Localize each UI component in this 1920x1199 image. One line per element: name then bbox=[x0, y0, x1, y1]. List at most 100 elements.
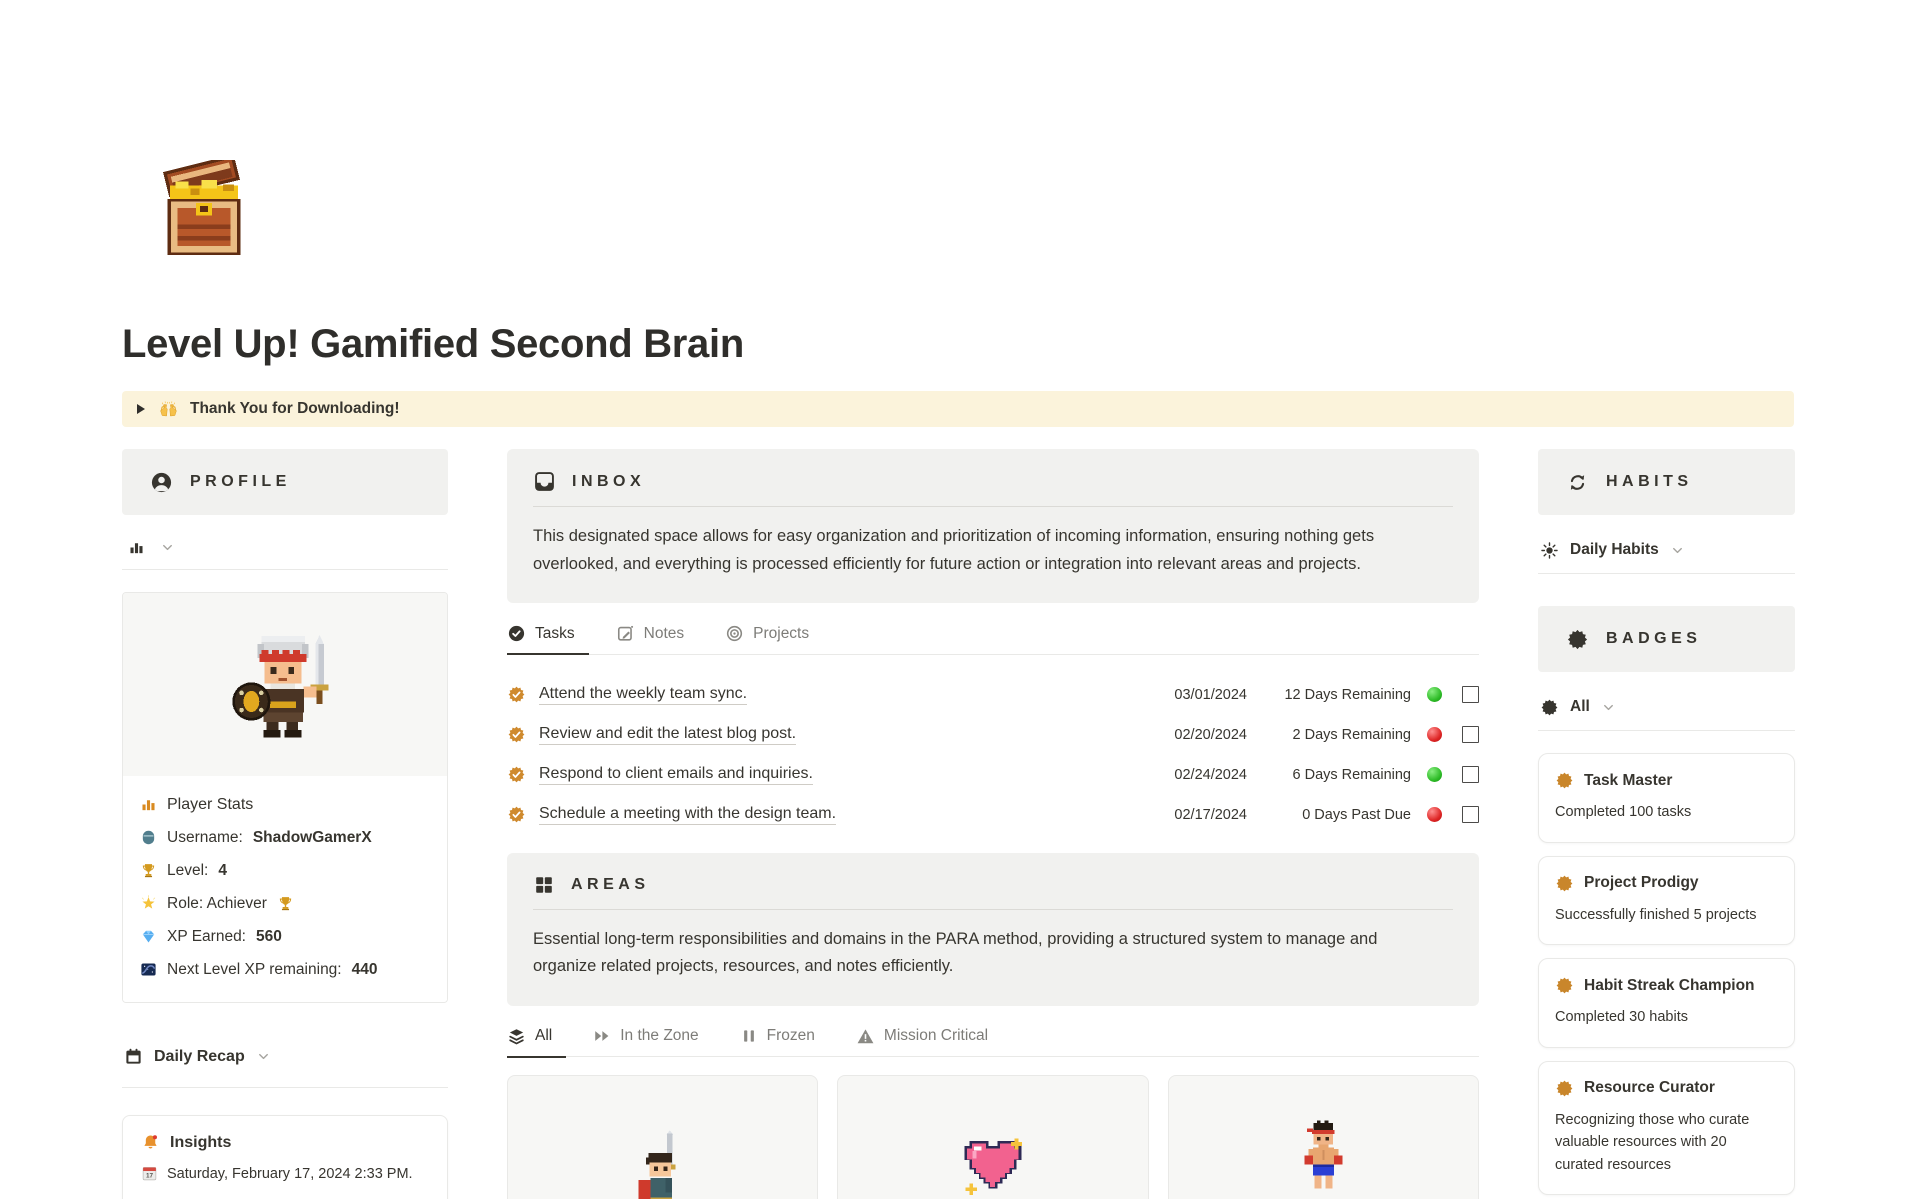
task-row: Respond to client emails and inquiries. … bbox=[507, 755, 1479, 795]
areas-section: AREAS Essential long-term responsibiliti… bbox=[507, 852, 1479, 1006]
page-icon-treasure-chest[interactable] bbox=[152, 0, 1794, 264]
pixel-heart-image bbox=[964, 1138, 1023, 1195]
tab-label: Tasks bbox=[535, 624, 575, 642]
sun-icon bbox=[1541, 541, 1558, 559]
insights-title-row: Insights bbox=[141, 1133, 429, 1152]
badges-section-header: BADGES bbox=[1538, 606, 1795, 672]
task-date: 02/24/2024 bbox=[1174, 766, 1247, 783]
status-dot bbox=[1427, 767, 1442, 782]
badge-description: Recognizing those who curate valuable re… bbox=[1555, 1111, 1750, 1173]
stat-label: Next Level XP remaining: bbox=[167, 960, 342, 978]
stat-username: Username: ShadowGamerX bbox=[140, 821, 430, 854]
tab-label: Mission Critical bbox=[883, 1027, 989, 1045]
badges-view-selector[interactable]: All bbox=[1538, 684, 1795, 730]
inbox-header: INBOX bbox=[533, 470, 1453, 507]
task-checkbox[interactable] bbox=[1462, 726, 1479, 743]
gold-seal-icon bbox=[1555, 976, 1574, 995]
glowing-star-icon bbox=[141, 895, 156, 909]
task-checkbox[interactable] bbox=[1462, 806, 1479, 823]
grid-icon bbox=[536, 876, 552, 893]
pause-icon bbox=[743, 1030, 754, 1042]
badge-card[interactable]: Habit Streak Champion Completed 30 habit… bbox=[1538, 958, 1795, 1048]
daily-recap-toggle[interactable]: Daily Recap bbox=[122, 1047, 448, 1088]
area-card-boxer[interactable] bbox=[1167, 1075, 1479, 1199]
gold-seal-icon bbox=[1555, 771, 1574, 790]
pixel-knight-avatar bbox=[232, 634, 329, 738]
tab-in-the-zone[interactable]: In the Zone bbox=[593, 1027, 712, 1057]
tab-all[interactable]: All bbox=[507, 1027, 567, 1058]
task-checkbox[interactable] bbox=[1462, 766, 1479, 783]
main-column: INBOX This designated space allows for e… bbox=[507, 449, 1479, 1199]
chevron-down-icon[interactable] bbox=[1601, 700, 1616, 715]
task-title-link[interactable]: Respond to client emails and inquiries. bbox=[539, 765, 813, 785]
task-title-link[interactable]: Attend the weekly team sync. bbox=[539, 685, 748, 705]
badge-title-row: Resource Curator bbox=[1555, 1079, 1778, 1098]
profile-view-selector[interactable] bbox=[122, 525, 448, 569]
profile-column: PROFILE bbox=[122, 449, 448, 1199]
area-card-heart[interactable] bbox=[837, 1075, 1149, 1199]
tab-notes[interactable]: Notes bbox=[616, 624, 699, 654]
tab-label: Projects bbox=[753, 624, 810, 642]
tab-mission-critical[interactable]: Mission Critical bbox=[856, 1027, 1002, 1057]
habits-section-title: HABITS bbox=[1606, 473, 1693, 490]
toggle-arrow-icon[interactable] bbox=[137, 404, 145, 414]
insights-card[interactable]: Insights 17 Saturday, February 17, 2024 … bbox=[122, 1115, 448, 1199]
daily-habits-selector[interactable]: Daily Habits bbox=[1538, 527, 1795, 573]
badge-seal-icon bbox=[1540, 698, 1559, 717]
insights-date-row: 17 Saturday, February 17, 2024 2:33 PM. bbox=[141, 1165, 429, 1182]
tab-projects[interactable]: Projects bbox=[725, 624, 823, 654]
task-title-link[interactable]: Review and edit the latest blog post. bbox=[539, 725, 797, 745]
tab-frozen[interactable]: Frozen bbox=[740, 1027, 829, 1057]
player-stats-title: Player Stats bbox=[167, 795, 254, 813]
inbox-description: This designated space allows for easy or… bbox=[533, 527, 1375, 573]
badges-section-title: BADGES bbox=[1606, 630, 1702, 647]
daily-recap-label: Daily Recap bbox=[154, 1047, 245, 1065]
badge-title: Project Prodigy bbox=[1584, 874, 1699, 891]
player-stats: Player Stats Username: ShadowGamerX bbox=[123, 776, 447, 1002]
player-stats-title-row: Player Stats bbox=[140, 788, 430, 821]
badge-description: Completed 100 tasks bbox=[1555, 804, 1692, 820]
page-title: Level Up! Gamified Second Brain bbox=[122, 322, 744, 366]
tab-tasks[interactable]: Tasks bbox=[507, 624, 589, 655]
badge-title: Habit Streak Champion bbox=[1584, 976, 1755, 994]
badge-title-row: Task Master bbox=[1555, 771, 1778, 790]
profile-section-title: PROFILE bbox=[190, 473, 291, 490]
badge-card[interactable]: Resource Curator Recognizing those who c… bbox=[1538, 1060, 1795, 1195]
chevron-down-icon[interactable] bbox=[160, 540, 175, 555]
task-date: 03/01/2024 bbox=[1174, 686, 1247, 703]
tab-label: Frozen bbox=[766, 1027, 815, 1045]
trophy-icon bbox=[277, 895, 294, 912]
task-status: 2 Days Remaining bbox=[1292, 726, 1411, 743]
target-icon bbox=[727, 626, 743, 642]
player-card[interactable]: Player Stats Username: ShadowGamerX bbox=[122, 592, 448, 1003]
thank-you-callout[interactable]: Thank You for Downloading! bbox=[122, 391, 1794, 427]
chevron-down-icon[interactable] bbox=[1670, 543, 1685, 558]
task-status: 6 Days Remaining bbox=[1292, 766, 1411, 783]
status-dot bbox=[1427, 807, 1442, 822]
badge-card[interactable]: Task Master Completed 100 tasks bbox=[1538, 753, 1795, 843]
profile-section-header: PROFILE bbox=[122, 449, 448, 515]
avatar-box bbox=[123, 593, 447, 776]
bell-icon bbox=[144, 1135, 157, 1149]
gold-seal-icon bbox=[1555, 1079, 1574, 1098]
task-checkbox[interactable] bbox=[1462, 686, 1479, 703]
badge-title: Task Master bbox=[1584, 771, 1673, 789]
badge-title-row: Project Prodigy bbox=[1555, 874, 1778, 893]
check-circle-icon bbox=[508, 625, 525, 642]
task-list: Attend the weekly team sync. 03/01/2024 … bbox=[507, 675, 1479, 835]
habits-section-header: HABITS bbox=[1538, 449, 1795, 515]
task-title-link[interactable]: Schedule a meeting with the design team. bbox=[539, 805, 837, 825]
tab-label: Notes bbox=[643, 624, 685, 642]
badge-card[interactable]: Project Prodigy Successfully finished 5 … bbox=[1538, 855, 1795, 945]
stat-label: Role: Achiever bbox=[167, 894, 267, 912]
areas-description: Essential long-term responsibilities and… bbox=[533, 929, 1378, 976]
task-row: Attend the weekly team sync. 03/01/2024 … bbox=[507, 675, 1479, 715]
divider bbox=[122, 569, 448, 570]
area-card-hero[interactable] bbox=[507, 1075, 819, 1199]
chevron-down-icon[interactable] bbox=[256, 1049, 271, 1064]
badge-description: Successfully finished 5 projects bbox=[1555, 906, 1757, 923]
badge-seal-icon bbox=[1566, 628, 1589, 651]
areas-tabs: All In the Zone Frozen bbox=[507, 1027, 1479, 1058]
task-row: Schedule a meeting with the design team.… bbox=[507, 795, 1479, 835]
